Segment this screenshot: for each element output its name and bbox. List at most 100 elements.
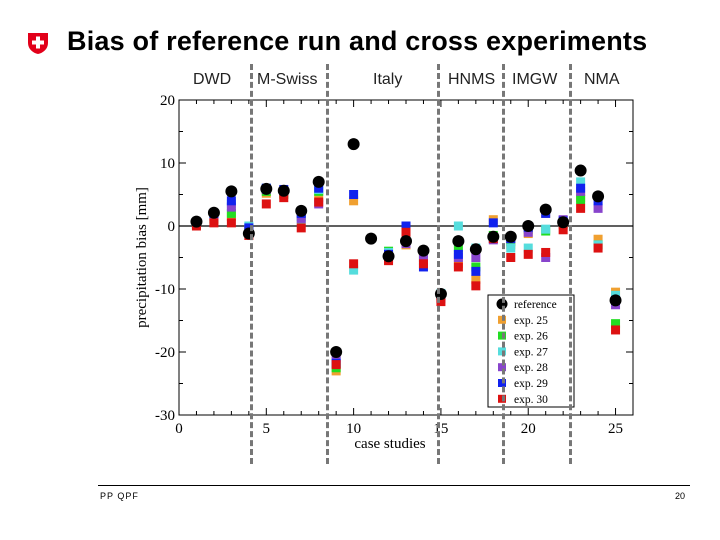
data-point-exp-30 (314, 197, 324, 207)
data-point-exp-30 (349, 259, 359, 269)
page-title: Bias of reference run and cross experime… (67, 26, 648, 56)
legend-label: reference (514, 299, 557, 311)
legend-label: exp. 25 (514, 315, 548, 327)
data-point-reference (592, 190, 605, 203)
data-point-exp-28 (471, 253, 481, 262)
group-divider (437, 64, 440, 464)
data-point-exp-30 (209, 218, 219, 228)
group-label-nma: NMA (583, 71, 621, 89)
data-point-reference (365, 232, 378, 245)
data-point-reference (574, 164, 587, 177)
data-point-reference (312, 175, 325, 188)
data-point-exp-30 (453, 262, 463, 272)
group-label-imgw: IMGW (511, 71, 559, 89)
data-point-exp-25 (349, 196, 359, 206)
data-point-exp-30 (593, 243, 603, 253)
footer-label: PP QPF (100, 491, 139, 501)
data-point-reference (417, 244, 430, 257)
data-point-exp-27 (541, 224, 551, 234)
data-point-reference (382, 250, 395, 263)
data-point-exp-26 (453, 243, 463, 253)
data-point-exp-30 (418, 259, 428, 269)
y-tick-label: 20 (160, 93, 175, 109)
data-point-reference (400, 235, 412, 248)
legend-label: exp. 27 (514, 346, 548, 358)
x-tick-label: 25 (608, 421, 623, 437)
data-point-reference (330, 346, 343, 358)
data-point-exp-26 (576, 195, 586, 205)
data-point-reference (277, 184, 290, 197)
data-point-exp-30 (261, 199, 271, 209)
group-divider (502, 64, 505, 464)
y-tick-label: 10 (160, 156, 175, 172)
data-point-exp-25 (593, 234, 603, 244)
data-point-reference (539, 203, 552, 216)
group-divider (569, 64, 572, 464)
data-point-reference (504, 230, 517, 243)
data-point-exp-29 (314, 183, 324, 193)
y-axis-label: precipitation bias [mm] (134, 187, 150, 328)
data-point-exp-29 (471, 266, 481, 276)
data-point-exp-30 (331, 360, 341, 370)
data-point-reference (452, 235, 465, 248)
data-point-exp-29 (453, 249, 463, 259)
data-point-exp-28 (541, 253, 551, 262)
data-point-exp-28 (226, 202, 236, 212)
data-point-exp-30 (523, 249, 533, 259)
data-point-exp-27 (453, 221, 463, 231)
legend-label: exp. 28 (514, 362, 548, 374)
data-point-exp-28 (418, 253, 428, 262)
x-tick-label: 15 (433, 421, 448, 437)
footer-divider (98, 485, 690, 486)
group-label-italy: Italy (372, 71, 404, 89)
data-point-exp-30 (611, 325, 621, 335)
data-point-reference (242, 227, 255, 240)
y-tick-label: -10 (155, 282, 175, 298)
data-point-exp-28 (593, 203, 603, 213)
data-point-reference (487, 230, 500, 243)
data-point-exp-27 (576, 177, 586, 187)
data-point-exp-29 (226, 196, 236, 206)
x-tick-label: 5 (263, 421, 271, 437)
data-point-exp-26 (226, 208, 236, 218)
data-point-exp-27 (349, 265, 359, 275)
x-tick-label: 20 (521, 421, 536, 437)
group-divider (326, 64, 329, 464)
data-point-exp-29 (576, 183, 586, 193)
data-point-reference (260, 182, 273, 195)
data-point-exp-28 (523, 227, 533, 237)
x-axis-label: case studies (354, 436, 425, 452)
group-label-dwd: DWD (192, 71, 233, 89)
data-point-reference (207, 206, 220, 219)
data-point-exp-30 (436, 297, 446, 307)
data-point-exp-29 (401, 221, 411, 231)
data-point-exp-29 (349, 190, 359, 199)
data-point-reference (295, 204, 308, 217)
data-point-exp-30 (401, 227, 411, 237)
legend-label: exp. 30 (514, 394, 548, 406)
data-point-reference (190, 215, 203, 228)
y-tick-label: -30 (155, 408, 175, 424)
data-point-reference (347, 138, 360, 151)
data-point-exp-30 (558, 225, 568, 235)
page-number: 20 (674, 491, 685, 501)
data-point-reference (469, 243, 482, 256)
data-point-exp-30 (506, 253, 516, 262)
data-point-exp-28 (331, 353, 341, 363)
legend-label: exp. 29 (514, 378, 548, 390)
data-point-exp-27 (523, 243, 533, 253)
y-tick-label: -20 (155, 345, 175, 361)
data-point-reference (225, 185, 238, 198)
data-point-exp-30 (541, 247, 551, 257)
data-point-exp-30 (576, 203, 586, 213)
y-tick-label: 0 (168, 219, 176, 235)
data-point-exp-25 (471, 275, 481, 285)
group-label-hnms: HNMS (447, 71, 497, 89)
x-tick-label: 0 (175, 421, 183, 437)
data-point-exp-30 (471, 281, 481, 291)
data-point-reference (557, 216, 570, 229)
data-point-exp-29 (488, 218, 498, 228)
data-point-reference (609, 294, 622, 307)
data-point-exp-30 (226, 218, 236, 228)
